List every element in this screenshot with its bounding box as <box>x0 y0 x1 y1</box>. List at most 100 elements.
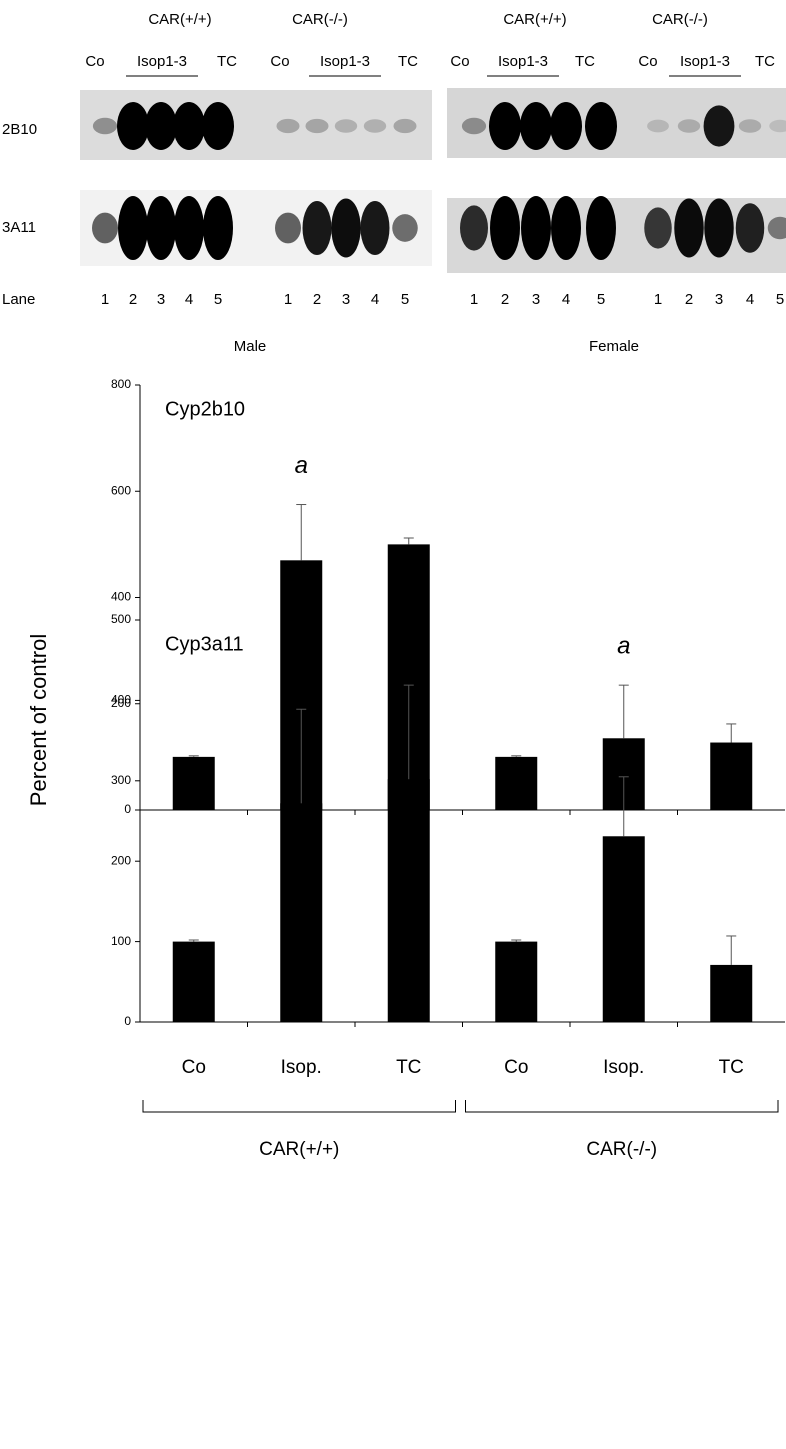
blot-band <box>674 199 704 258</box>
bar <box>495 757 537 810</box>
figure: Percent of control CAR(+/+) CAR(-/-) CAR(+… <box>0 0 786 1449</box>
lane-number: 5 <box>597 291 605 308</box>
x-tick-label: Co <box>182 1057 206 1078</box>
row-label: 2B10 <box>2 121 37 138</box>
lane-number: 2 <box>685 291 693 308</box>
lane-header: TC <box>575 53 595 70</box>
bar <box>710 743 752 810</box>
lane-header: Isop1-3 <box>320 53 370 70</box>
lane-header: Isop1-3 <box>137 53 187 70</box>
lane-number: 2 <box>501 291 509 308</box>
blot-band <box>520 102 552 150</box>
blot-band <box>361 201 390 255</box>
blot-band <box>644 207 672 248</box>
blot-band <box>704 199 734 258</box>
lane-number: 3 <box>532 291 540 308</box>
lane-header: Co <box>638 53 657 70</box>
group-label: CAR(+/+) <box>259 1139 339 1160</box>
blot-band <box>174 196 204 260</box>
genotype-label: CAR(-/-) <box>652 11 708 28</box>
blot-band <box>394 119 417 133</box>
lane-header: Isop1-3 <box>498 53 548 70</box>
lane-header: TC <box>217 53 237 70</box>
chart-title: Cyp3a11 <box>165 633 244 655</box>
lane-number: 3 <box>715 291 723 308</box>
y-axis-label: Percent of control <box>26 634 51 806</box>
blot-band <box>93 118 117 134</box>
blot-band <box>146 196 176 260</box>
blot-band <box>551 196 581 260</box>
x-tick-label: TC <box>396 1057 421 1078</box>
blot-band <box>521 196 551 260</box>
y-tick-label: 0 <box>124 1014 131 1028</box>
lane-header: Isop1-3 <box>680 53 730 70</box>
blot-band <box>460 205 488 250</box>
blot-band <box>739 119 761 132</box>
lane-header: TC <box>398 53 418 70</box>
lane-header: TC <box>755 53 775 70</box>
genotype-label: CAR(+/+) <box>503 11 566 28</box>
blot-band <box>92 213 118 244</box>
lane-number: 2 <box>313 291 321 308</box>
blot-band <box>275 213 301 244</box>
x-tick-label: Isop. <box>603 1057 644 1078</box>
sex-label: Female <box>589 338 639 355</box>
blot-band <box>277 119 300 133</box>
y-tick-label: 400 <box>111 693 131 707</box>
blot-band <box>678 119 700 132</box>
blot-band <box>117 102 149 150</box>
y-tick-label: 100 <box>111 934 131 948</box>
lane-number: 2 <box>129 291 137 308</box>
blot-band <box>331 199 361 258</box>
y-tick-label: 600 <box>111 483 131 497</box>
lane-number: 4 <box>746 291 754 308</box>
lane-number: 1 <box>654 291 662 308</box>
x-tick-label: Co <box>504 1057 528 1078</box>
bar <box>710 965 752 1022</box>
annotation: a <box>295 452 308 479</box>
row-label: 3A11 <box>2 219 36 236</box>
bar <box>173 942 215 1022</box>
blot-band <box>490 196 520 260</box>
bar <box>388 779 430 1022</box>
lane-number: 3 <box>157 291 165 308</box>
blot-band <box>335 119 357 132</box>
annotation: a <box>617 633 630 660</box>
blot-band <box>462 118 486 134</box>
x-tick-label: TC <box>719 1057 744 1078</box>
blot-band <box>306 119 329 133</box>
chart-title: Cyp2b10 <box>165 398 245 420</box>
lane-number: 4 <box>562 291 570 308</box>
lane-label: Lane <box>2 291 35 308</box>
lane-number: 5 <box>214 291 222 308</box>
lane-number: 1 <box>470 291 478 308</box>
bar <box>495 942 537 1022</box>
y-tick-label: 300 <box>111 773 131 787</box>
lane-header: Co <box>270 53 289 70</box>
lane-number: 5 <box>776 291 784 308</box>
blot-band <box>145 102 177 150</box>
blot-band <box>203 196 233 260</box>
bar <box>280 803 322 1022</box>
blot-band <box>704 105 735 146</box>
x-tick-label: Isop. <box>281 1057 322 1078</box>
blot-band <box>118 196 148 260</box>
lane-number: 5 <box>401 291 409 308</box>
lane-number: 4 <box>371 291 379 308</box>
genotype-label: CAR(+/+) <box>148 11 211 28</box>
blot-band <box>489 102 521 150</box>
bar <box>603 836 645 1022</box>
lane-number: 1 <box>101 291 109 308</box>
blot-band <box>303 201 332 255</box>
blot-band <box>173 102 205 150</box>
blot-band <box>550 102 582 150</box>
blot-band <box>647 120 669 133</box>
blot-band <box>392 214 418 242</box>
lane-number: 1 <box>284 291 292 308</box>
y-tick-label: 500 <box>111 612 131 626</box>
lane-number: 4 <box>185 291 193 308</box>
blot-band <box>364 119 386 132</box>
y-tick-label: 200 <box>111 853 131 867</box>
sex-label: Male <box>234 338 267 355</box>
y-tick-label: 800 <box>111 377 131 391</box>
